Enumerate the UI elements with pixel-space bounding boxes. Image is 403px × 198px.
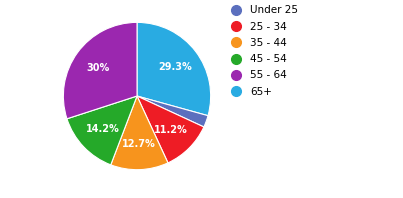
Text: 30%: 30% xyxy=(87,63,110,73)
Text: 14.2%: 14.2% xyxy=(85,124,119,134)
Text: 12.7%: 12.7% xyxy=(122,139,156,149)
Wedge shape xyxy=(63,22,137,119)
Text: 11.2%: 11.2% xyxy=(154,125,188,135)
Wedge shape xyxy=(67,96,137,165)
Wedge shape xyxy=(137,22,211,116)
Wedge shape xyxy=(111,96,168,170)
Wedge shape xyxy=(137,96,208,127)
Legend: Under 25, 25 - 34, 35 - 44, 45 - 54, 55 - 64, 65+: Under 25, 25 - 34, 35 - 44, 45 - 54, 55 … xyxy=(225,6,298,97)
Wedge shape xyxy=(137,96,204,163)
Text: 29.3%: 29.3% xyxy=(158,62,192,72)
